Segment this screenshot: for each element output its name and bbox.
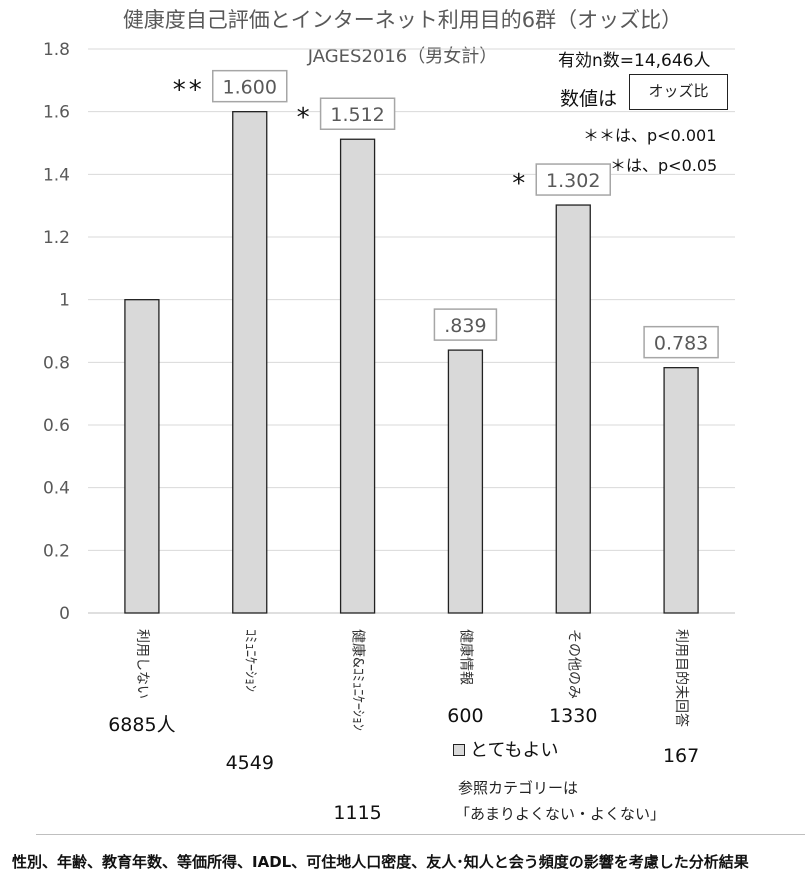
group-count: 600 [447, 705, 484, 727]
footer-caption: 性別、年齢、教育年数、等価所得、IADL、可住地人口密度、友人･知人と会う頻度の… [12, 853, 749, 871]
data-label: 1.302 [546, 170, 600, 192]
value-key-label: 数値は [560, 88, 618, 110]
significance-marker: * [297, 103, 313, 133]
bar [555, 204, 591, 614]
data-label: 0.783 [654, 333, 708, 355]
group-count: 1330 [549, 705, 598, 727]
significance-note-05: ＊は、p<0.05 [610, 156, 718, 175]
legend-swatch [453, 744, 465, 756]
y-tick-label: 0.2 [43, 541, 70, 561]
y-tick-label: 0.4 [43, 479, 70, 499]
chart-subtitle: JAGES2016（男女計） [307, 46, 498, 67]
y-tick-label: 1.4 [43, 165, 70, 185]
data-label-box [643, 325, 719, 359]
data-label-box [212, 69, 288, 103]
footer-divider [36, 834, 805, 835]
category-label: ｺﾐｭﾆｹｰｼｮﾝ [242, 629, 258, 692]
category-label: 健康情報 [457, 629, 474, 685]
y-tick-label: 0.6 [43, 416, 70, 436]
data-label-box [535, 163, 611, 196]
category-label: 利用目的未回答 [673, 629, 690, 727]
significance-marker: * [512, 169, 528, 199]
bar [232, 111, 268, 614]
data-label-box [319, 97, 396, 130]
bar [447, 349, 484, 614]
bar [339, 138, 376, 614]
y-tick-label: 0 [59, 604, 70, 624]
y-tick-label: 1.2 [43, 228, 70, 248]
significance-marker: ** [173, 76, 205, 106]
reference-note-line1: 参照カテゴリーは [458, 779, 579, 797]
group-count: 4549 [225, 752, 274, 774]
category-label: 健康&ｺﾐｭﾆｹｰｼｮﾝ [350, 629, 367, 731]
data-label-box [433, 308, 498, 341]
significance-note-001: ＊＊は、p<0.001 [583, 126, 717, 145]
group-count: 6885人 [108, 714, 176, 736]
y-tick-label: 1.6 [43, 103, 70, 123]
y-tick-label: 0.8 [43, 353, 70, 373]
data-label: 1.600 [223, 77, 277, 99]
group-count: 167 [662, 745, 700, 767]
group-count: 1115 [333, 802, 382, 824]
legend-series-label: とてもよい [470, 740, 559, 761]
sample-size-note: 有効n数=14,646人 [558, 51, 711, 71]
y-tick-label: 1.8 [43, 40, 70, 60]
bar [663, 367, 699, 614]
bar [124, 299, 160, 614]
data-label: .839 [444, 315, 486, 337]
bar-chart: 00.20.40.60.811.21.41.61.8利用しない1.600**ｺﾐ… [43, 40, 735, 731]
chart-title: 健康度自己評価とインターネット利用目的6群（オッズ比） [122, 8, 683, 32]
value-key-box: オッズ比 [629, 74, 728, 110]
category-label: その他のみ [565, 629, 581, 699]
reference-note-line2: 「あまりよくない・よくない」 [455, 805, 666, 823]
data-label: 1.512 [330, 104, 384, 126]
y-tick-label: 1 [59, 291, 70, 311]
category-label: 利用しない [134, 629, 150, 699]
